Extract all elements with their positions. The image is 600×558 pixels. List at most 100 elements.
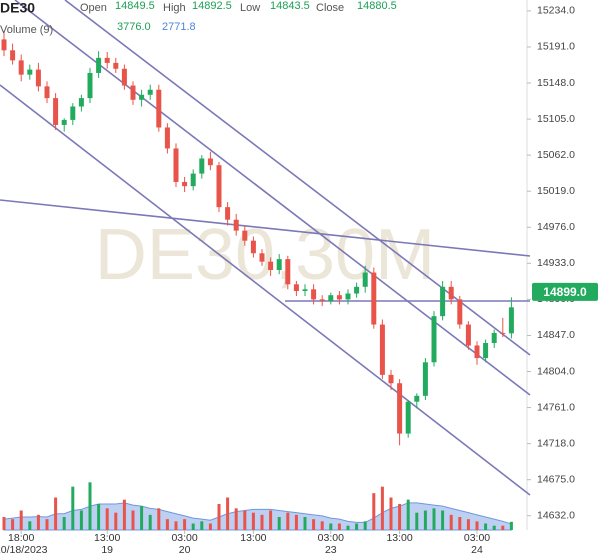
volume-bar bbox=[208, 523, 212, 530]
volume-bar bbox=[200, 521, 204, 530]
volume-bar bbox=[466, 519, 470, 530]
candle-body bbox=[293, 284, 299, 291]
volume-bar bbox=[501, 525, 505, 530]
volume-bar bbox=[243, 510, 247, 530]
volume-bar bbox=[398, 504, 402, 530]
x-tick-label: 13:00 bbox=[94, 532, 120, 544]
candle-body bbox=[440, 286, 446, 317]
candle-body bbox=[44, 86, 50, 99]
candle-body bbox=[130, 85, 136, 100]
volume-ma-value: 2771.8 bbox=[162, 21, 196, 33]
candle-body bbox=[354, 286, 360, 294]
symbol: DE30 bbox=[0, 0, 35, 16]
volume-bar bbox=[71, 486, 75, 530]
volume-value: 3776.0 bbox=[117, 21, 151, 33]
x-tick-label: 03:00 bbox=[171, 532, 197, 544]
candle-body bbox=[139, 94, 145, 100]
volume-bar bbox=[449, 514, 453, 530]
candle-body bbox=[414, 395, 420, 402]
y-tick-label: 15019.0 bbox=[537, 185, 575, 197]
candle-body bbox=[35, 69, 41, 87]
y-tick-label: 14761.0 bbox=[537, 401, 575, 413]
candle-body bbox=[96, 57, 102, 73]
candle-body bbox=[173, 148, 179, 182]
candle-body bbox=[465, 324, 471, 346]
y-tick-label: 15234.0 bbox=[537, 5, 575, 17]
candle-body bbox=[474, 345, 480, 359]
candle-body bbox=[87, 72, 93, 99]
volume-bar bbox=[355, 523, 359, 530]
candle-body bbox=[121, 68, 127, 86]
candle-body bbox=[242, 230, 248, 241]
volume-bar bbox=[97, 504, 101, 530]
volume-bar bbox=[2, 517, 6, 530]
x-tick-label: 13:00 bbox=[240, 532, 266, 544]
volume-bar bbox=[122, 499, 126, 530]
candle-body bbox=[371, 272, 377, 325]
candle-body bbox=[199, 158, 205, 174]
last-price-label: 14899.0 bbox=[543, 285, 587, 299]
x-date-label: 10/18/2023 bbox=[0, 544, 48, 556]
volume-bar bbox=[131, 510, 135, 530]
y-tick-label: 15105.0 bbox=[537, 113, 575, 125]
candle-body bbox=[302, 289, 308, 291]
candle-body bbox=[18, 60, 24, 75]
volume-bar bbox=[217, 504, 221, 530]
volume-bar bbox=[28, 521, 32, 530]
close-label: Close bbox=[316, 2, 344, 14]
candle-body bbox=[276, 259, 282, 271]
candle-body bbox=[268, 261, 274, 271]
low-value: 14843.5 bbox=[270, 0, 310, 12]
candle-body bbox=[328, 295, 334, 302]
candle-body bbox=[483, 342, 489, 359]
volume-bar bbox=[114, 512, 118, 530]
candle-body bbox=[431, 316, 437, 363]
open-value: 14849.5 bbox=[115, 0, 155, 12]
candle-body bbox=[500, 332, 506, 334]
volume-bar bbox=[312, 519, 316, 530]
volume-bar bbox=[269, 510, 273, 530]
volume-bar bbox=[251, 512, 255, 530]
open-label: Open bbox=[80, 2, 107, 14]
x-date-label: 23 bbox=[325, 544, 337, 556]
volume-bar bbox=[389, 497, 393, 530]
y-tick-label: 14675.0 bbox=[537, 473, 575, 485]
candle-body bbox=[182, 181, 188, 187]
volume-bar bbox=[363, 521, 367, 530]
candle-body bbox=[448, 286, 454, 300]
volume-ma-area bbox=[3, 502, 512, 531]
volume-bar bbox=[423, 510, 427, 530]
trend-line bbox=[0, 84, 531, 496]
volume-bar bbox=[54, 497, 58, 530]
trend-line bbox=[0, 199, 531, 257]
candle-body bbox=[27, 69, 33, 75]
volume-bar bbox=[62, 517, 66, 530]
candle-body bbox=[345, 293, 351, 300]
volume-bar bbox=[337, 523, 341, 530]
candle-body bbox=[216, 165, 222, 208]
y-tick-label: 15191.0 bbox=[537, 41, 575, 53]
volume-bar bbox=[509, 521, 513, 530]
candle-body bbox=[388, 374, 394, 384]
volume-bar bbox=[406, 499, 410, 530]
candle-body bbox=[53, 98, 59, 125]
volume-bar bbox=[234, 508, 238, 530]
volume-bar bbox=[19, 510, 23, 530]
volume-bar bbox=[140, 506, 144, 530]
volume-bar bbox=[260, 514, 264, 530]
volume-bar bbox=[346, 525, 350, 530]
volume-bar bbox=[458, 517, 462, 530]
candle-body bbox=[311, 289, 317, 300]
x-tick-label: 18:00 bbox=[8, 532, 34, 544]
candle-body bbox=[233, 219, 239, 231]
candle-body bbox=[336, 295, 342, 300]
volume-bar bbox=[484, 523, 488, 530]
candle-body bbox=[397, 383, 403, 434]
candle-body bbox=[405, 401, 411, 434]
y-tick-label: 14632.0 bbox=[537, 510, 575, 522]
x-date-label: 19 bbox=[101, 544, 113, 556]
low-label: Low bbox=[240, 2, 260, 14]
candle-body bbox=[61, 119, 67, 125]
